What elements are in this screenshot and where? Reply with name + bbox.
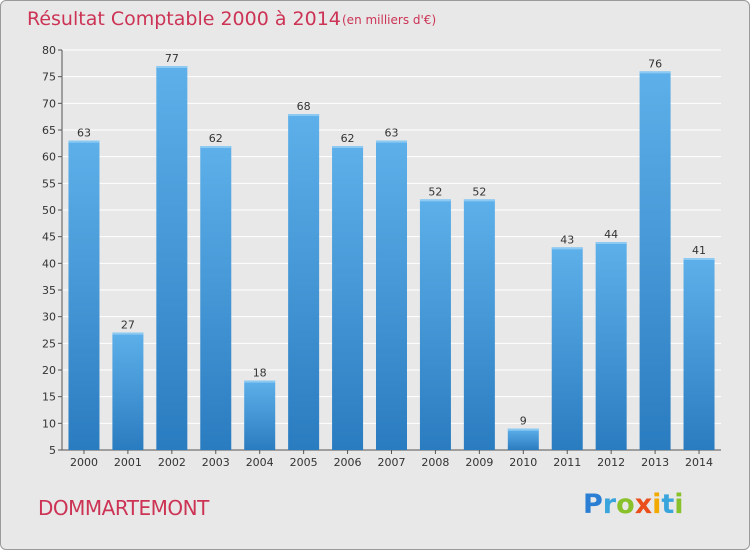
value-label-2007: 63 [385, 127, 399, 140]
bar-2009 [463, 199, 495, 450]
y-tick-label: 20 [42, 364, 56, 377]
y-tick-label: 65 [42, 124, 56, 137]
value-label-2013: 76 [648, 57, 662, 70]
y-tick-label: 5 [49, 444, 56, 457]
bar-highlight-2000 [68, 140, 100, 143]
y-tick-label: 70 [42, 97, 56, 110]
bar-highlight-2004 [244, 380, 276, 383]
y-tick-label: 25 [42, 337, 56, 350]
x-tick-label-2013: 2013 [641, 456, 669, 469]
chart-title: Résultat Comptable 2000 à 2014 [27, 8, 341, 30]
bar-highlight-2003 [200, 146, 232, 148]
x-tick-label-2001: 2001 [114, 456, 142, 469]
x-tick-label-2007: 2007 [378, 456, 406, 469]
y-tick-label: 50 [42, 204, 56, 217]
bar-highlight-2012 [595, 242, 627, 244]
bar-highlight-2006 [332, 146, 364, 148]
bar-highlight-2008 [419, 199, 451, 202]
bar-2006 [332, 146, 364, 450]
bar-highlight-2005 [288, 114, 320, 116]
bar-2007 [376, 140, 407, 450]
bar-2012 [595, 242, 627, 450]
bar-highlight-2002 [156, 66, 188, 68]
value-label-2008: 52 [428, 185, 442, 198]
bar-highlight-2009 [463, 199, 495, 202]
bar-2003 [200, 146, 232, 450]
value-label-2004: 18 [253, 367, 267, 380]
bar-highlight-2010 [507, 428, 539, 431]
y-tick-label: 80 [42, 44, 56, 57]
bar-2000 [68, 140, 100, 450]
bar-highlight-2011 [551, 247, 583, 250]
value-label-2001: 27 [121, 319, 135, 332]
x-tick-label-2003: 2003 [202, 456, 230, 469]
bar-2004 [244, 380, 276, 450]
bar-2010 [507, 428, 539, 450]
y-tick-label: 15 [42, 391, 56, 404]
x-tick-label-2006: 2006 [334, 456, 362, 469]
bar-2014 [683, 258, 715, 450]
x-tick-label-2012: 2012 [597, 456, 625, 469]
value-label-2005: 68 [297, 100, 311, 113]
y-tick-label: 45 [42, 231, 56, 244]
proxiti-logo: Proxiti [583, 489, 684, 520]
y-tick-label: 55 [42, 177, 56, 190]
value-label-2014: 41 [692, 244, 706, 257]
x-tick-label-2000: 2000 [70, 456, 98, 469]
value-label-2003: 62 [209, 132, 223, 145]
x-tick-label-2014: 2014 [685, 456, 713, 469]
chart-subtitle: (en milliers d'€) [342, 13, 437, 27]
bar-2011 [551, 247, 583, 450]
bar-highlight-2014 [683, 258, 715, 260]
bar-2001 [112, 332, 144, 450]
x-tick-label-2002: 2002 [158, 456, 186, 469]
value-label-2000: 63 [77, 127, 91, 140]
bar-highlight-2001 [112, 332, 144, 335]
y-tick-label: 30 [42, 311, 56, 324]
bar-highlight-2007 [376, 140, 407, 143]
value-label-2009: 52 [472, 185, 486, 198]
x-tick-label-2009: 2009 [465, 456, 493, 469]
x-tick-label-2008: 2008 [421, 456, 449, 469]
x-tick-label-2011: 2011 [553, 456, 581, 469]
value-label-2006: 62 [341, 132, 355, 145]
x-tick-label-2005: 2005 [290, 456, 318, 469]
bar-2005 [288, 114, 320, 450]
bar-2002 [156, 66, 188, 450]
y-tick-label: 75 [42, 71, 56, 84]
y-tick-label: 40 [42, 257, 56, 270]
bar-2013 [639, 71, 671, 450]
x-tick-label-2004: 2004 [246, 456, 274, 469]
commune-name: DOMMARTEMONT [38, 496, 209, 520]
y-tick-label: 60 [42, 151, 56, 164]
bar-highlight-2013 [639, 71, 671, 74]
value-label-2002: 77 [165, 52, 179, 65]
y-tick-label: 35 [42, 284, 56, 297]
y-tick-label: 10 [42, 417, 56, 430]
bar-2008 [419, 199, 451, 450]
value-label-2011: 43 [560, 233, 574, 246]
x-tick-label-2010: 2010 [509, 456, 537, 469]
value-label-2012: 44 [604, 228, 618, 241]
value-label-2010: 9 [520, 415, 527, 428]
